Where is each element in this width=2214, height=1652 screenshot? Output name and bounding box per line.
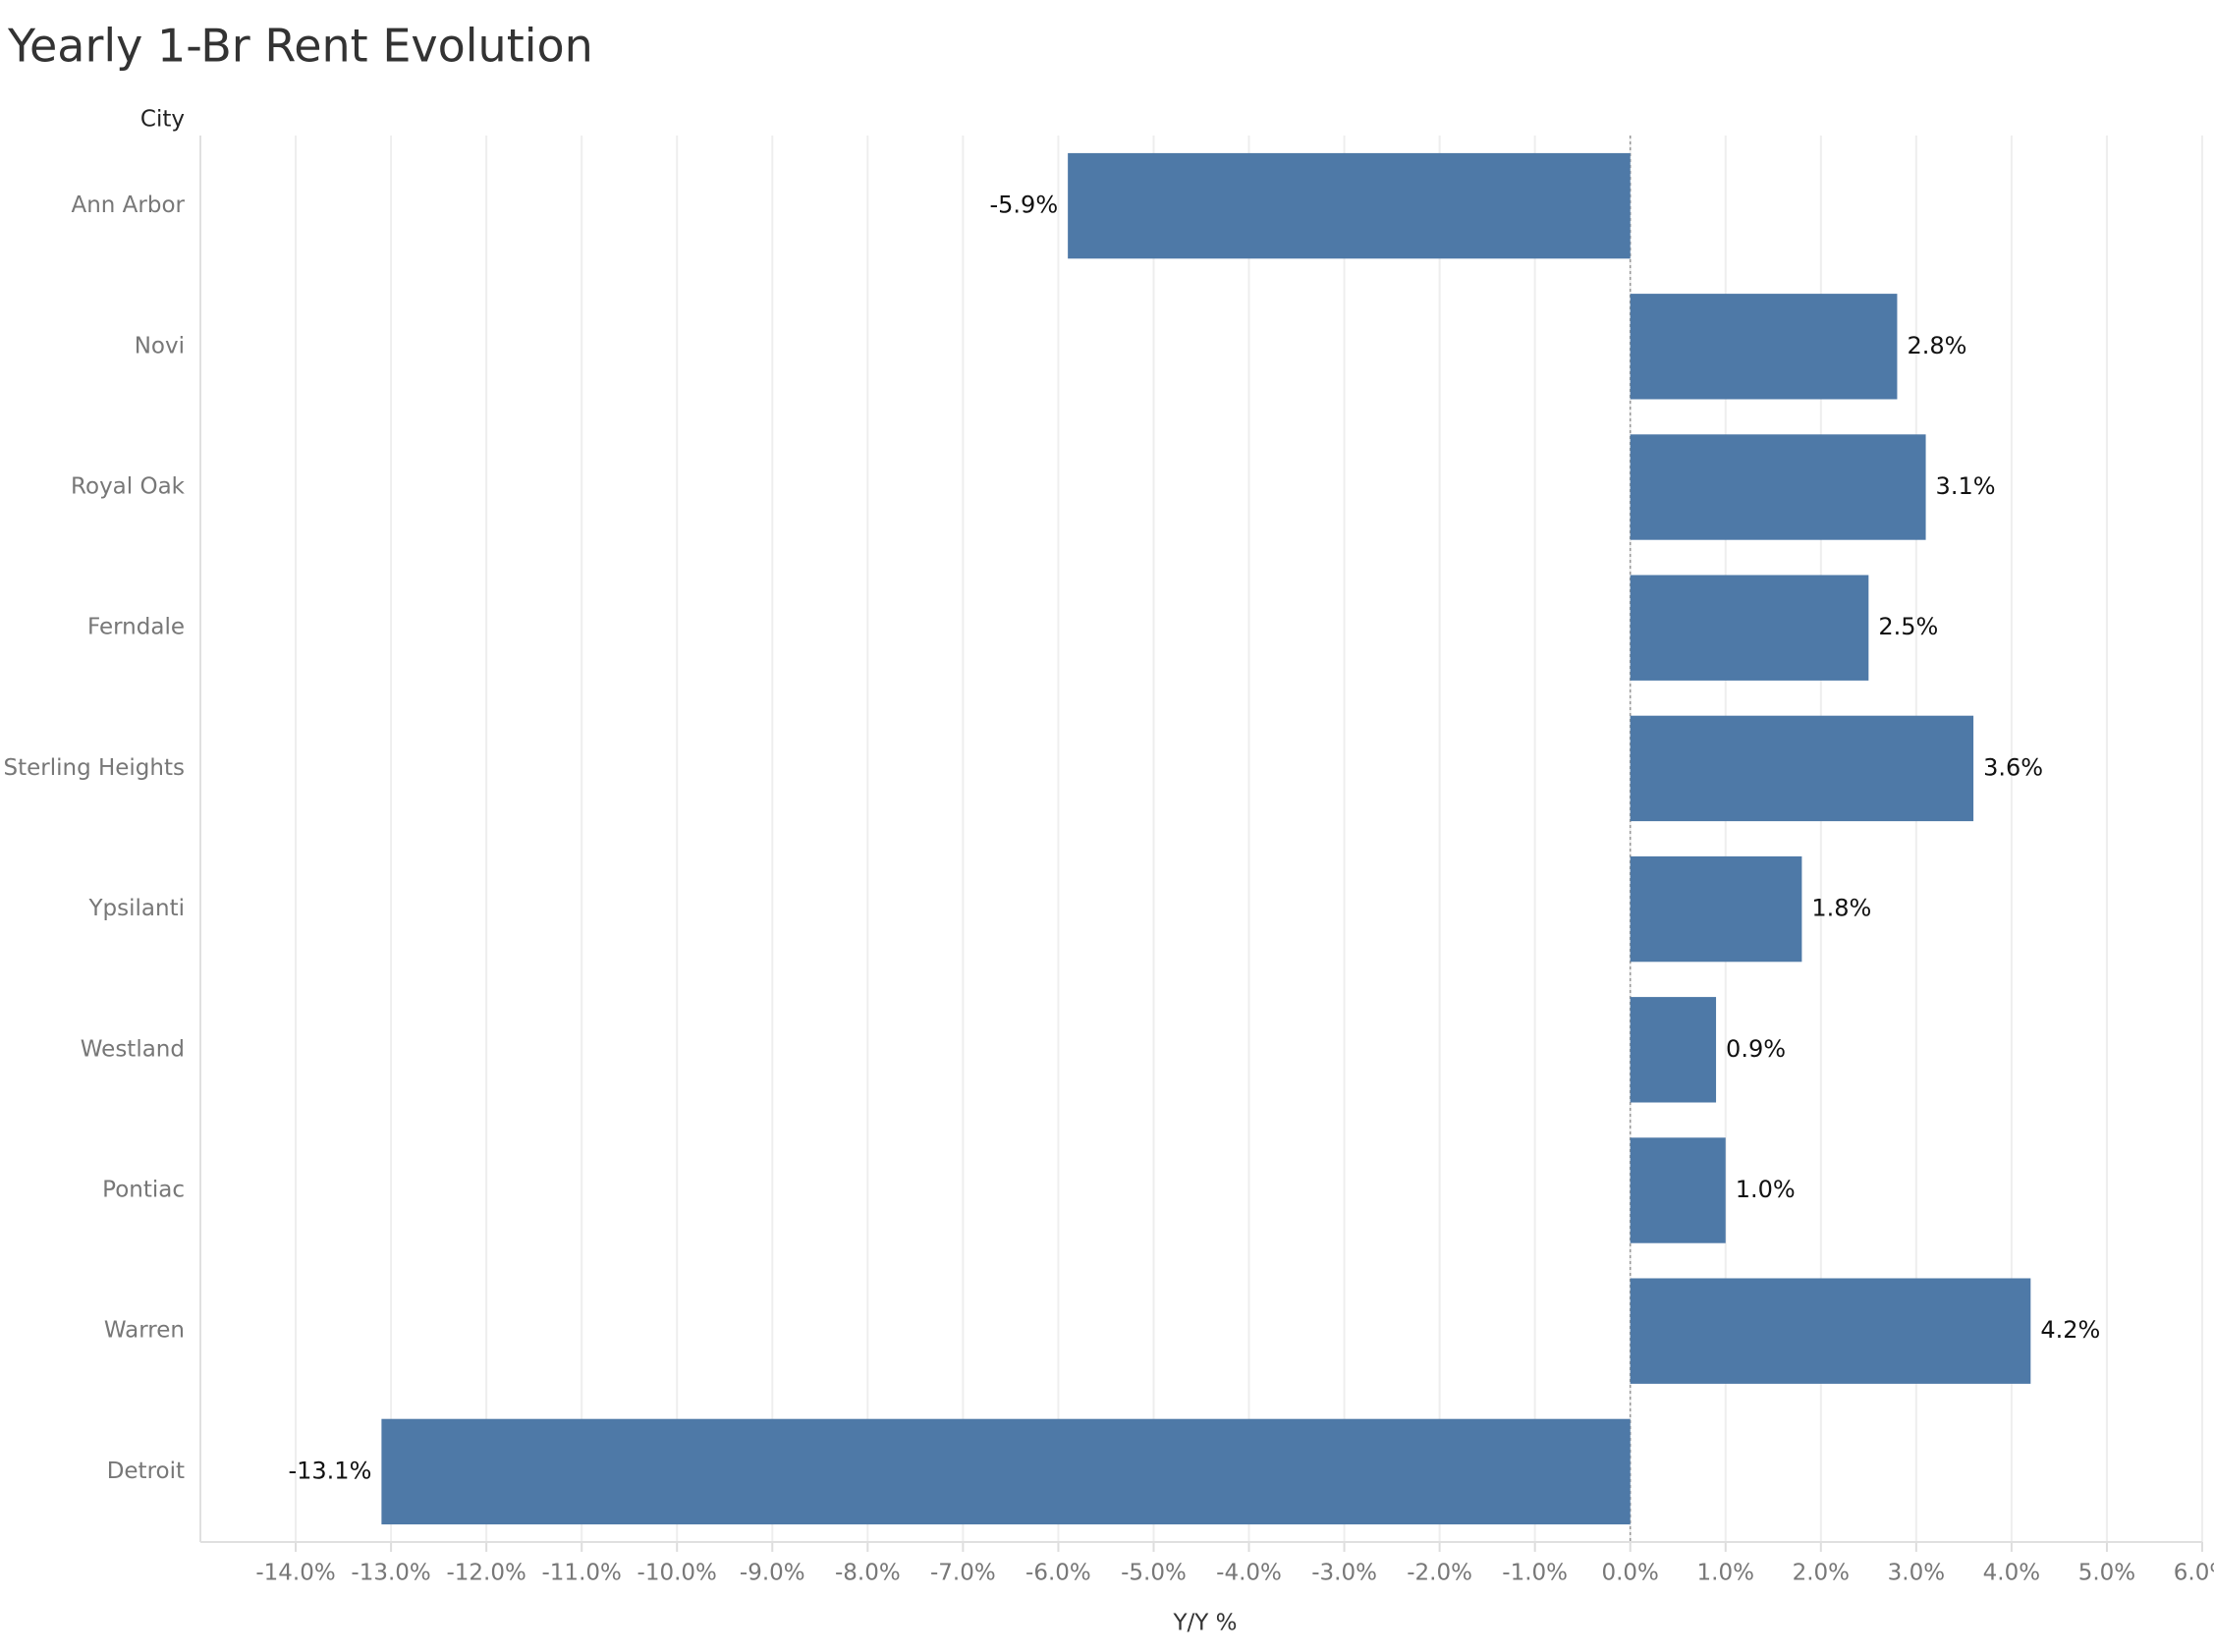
- y-tick-label: Sterling Heights: [3, 755, 185, 781]
- x-tick-label: 1.0%: [1697, 1561, 1754, 1586]
- x-tick-label: -5.0%: [1121, 1561, 1187, 1586]
- x-tick-label: 3.0%: [1888, 1561, 1945, 1586]
- x-tick-label: -4.0%: [1216, 1561, 1282, 1586]
- bar: [1630, 575, 1869, 681]
- x-tick-label: 5.0%: [2078, 1561, 2135, 1586]
- x-tick-label: -2.0%: [1407, 1561, 1472, 1586]
- y-tick-label: Ferndale: [87, 615, 185, 640]
- value-label: 1.8%: [1811, 895, 1871, 922]
- x-tick-label: 4.0%: [1983, 1561, 2040, 1586]
- value-label: 3.6%: [1983, 753, 2043, 781]
- value-label: 0.9%: [1726, 1035, 1786, 1063]
- y-tick-label: Warren: [104, 1318, 185, 1344]
- x-tick-label: -7.0%: [930, 1561, 996, 1586]
- x-axis-title: Y/Y %: [1172, 1611, 1237, 1636]
- value-label: -5.9%: [989, 192, 1058, 219]
- x-tick-label: 6.0%: [2174, 1561, 2214, 1586]
- bar: [1630, 855, 1802, 963]
- y-tick-label: Pontiac: [102, 1178, 185, 1203]
- x-tick-label: -11.0%: [542, 1561, 622, 1586]
- x-tick-label: -3.0%: [1311, 1561, 1377, 1586]
- value-label: 2.8%: [1907, 332, 1966, 359]
- x-tick-label: -14.0%: [255, 1561, 335, 1586]
- value-label: 3.1%: [1936, 472, 1996, 500]
- value-label: -13.1%: [288, 1457, 371, 1484]
- x-tick-label: -1.0%: [1502, 1561, 1568, 1586]
- bar: [1068, 152, 1631, 259]
- x-tick-label: -6.0%: [1025, 1561, 1091, 1586]
- bar: [1630, 997, 1717, 1103]
- x-tick-label: -9.0%: [740, 1561, 805, 1586]
- x-tick-label: 2.0%: [1793, 1561, 1850, 1586]
- bar: [1630, 294, 1898, 400]
- y-tick-label: Ann Arbor: [71, 193, 185, 218]
- bar: [1630, 715, 1974, 822]
- value-label: 4.2%: [2040, 1316, 2100, 1344]
- value-label: 1.0%: [1736, 1176, 1796, 1203]
- value-label: 2.5%: [1878, 613, 1938, 640]
- y-tick-label: Ypsilanti: [88, 896, 186, 921]
- bar: [1630, 1278, 2031, 1384]
- y-tick-label: Novi: [135, 333, 185, 358]
- bar: [1630, 1137, 1726, 1243]
- y-axis-title: City: [140, 107, 185, 133]
- y-tick-label: Westland: [81, 1036, 185, 1062]
- bar: [381, 1418, 1631, 1525]
- bar: [1630, 434, 1926, 540]
- x-tick-label: 0.0%: [1601, 1561, 1658, 1586]
- y-tick-label: Royal Oak: [71, 474, 186, 500]
- x-tick-label: -12.0%: [446, 1561, 526, 1586]
- chart-title: Yearly 1-Br Rent Evolution: [7, 20, 593, 73]
- y-tick-label: Detroit: [107, 1459, 185, 1484]
- x-tick-label: -13.0%: [351, 1561, 430, 1586]
- x-tick-label: -8.0%: [835, 1561, 901, 1586]
- x-tick-label: -10.0%: [637, 1561, 717, 1586]
